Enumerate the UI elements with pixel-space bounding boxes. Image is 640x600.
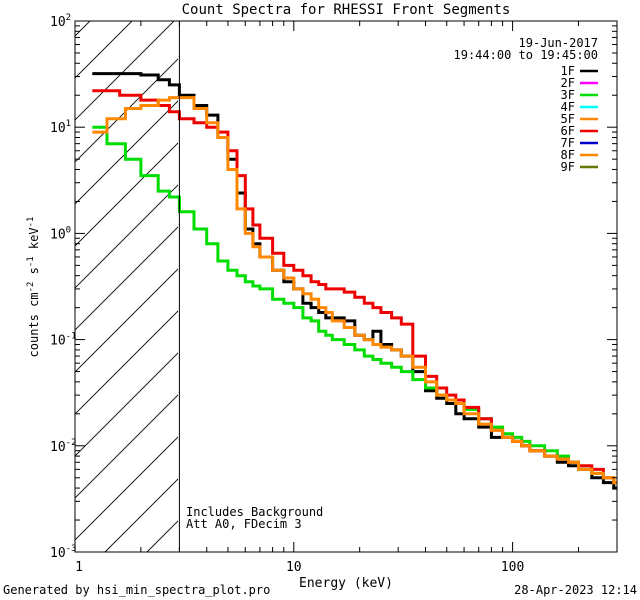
y-tick-label: 10-2 [50,438,77,455]
hatch-line [75,394,178,499]
chart-title: Count Spectra for RHESSI Front Segments [182,2,511,18]
hatch-line [75,184,178,289]
y-axis-label-part: s [27,267,41,281]
legend-label-8F: 8F [561,148,575,162]
x-tick-label: 10 [286,560,302,575]
legend-label-1F: 1F [561,64,575,78]
series-3F-line [92,125,617,485]
y-tick-labels: 102 101 100 10-1 10-2 10-3 [50,13,77,561]
hatch-line [75,100,178,205]
annotation-background: Includes Background [186,505,323,519]
series-1F-line [92,72,617,490]
y-axis-label-exp: -2 [26,282,36,293]
legend-label-6F: 6F [561,124,575,138]
y-axis-label-part: keV [27,227,41,256]
y-axis-label-exp: -1 [26,217,36,228]
series-8F-line [92,96,617,485]
y-axis-label-exp: -1 [26,256,36,267]
legend-label-5F: 5F [561,112,575,126]
legend-label-2F: 2F [561,76,575,90]
axis-ticks [74,20,618,553]
legend-time-range: 19:44:00 to 19:45:00 [454,48,599,62]
x-tick-label: 100 [501,560,524,575]
hatch-line [75,310,178,415]
y-tick-label: 100 [50,225,71,242]
hatch-line [75,21,133,79]
legend-date: 19-Jun-2017 [519,36,598,50]
plot-frame [74,20,618,553]
hatch-line [75,352,178,457]
hatch-line [75,268,178,373]
y-tick-label: 10-3 [50,544,77,561]
y-axis-label-part: counts cm [27,292,41,357]
x-axis-label: Energy (keV) [299,576,393,591]
y-axis-label: counts cm-2 s-1 keV-1 [26,217,41,358]
footer-timestamp: 28-Apr-2023 12:14 [514,583,637,597]
y-tick-label: 10-1 [50,332,77,349]
legend-label-9F: 9F [561,160,575,174]
y-tick-label: 102 [50,13,71,30]
legend-label-7F: 7F [561,136,575,150]
annotation-attenuator: Att A0, FDecim 3 [186,517,302,531]
legend-label-3F: 3F [561,88,575,102]
hatch-line [75,436,178,541]
x-tick-labels: 10 100 1 [75,560,524,575]
hatch-line [75,142,178,247]
y-tick-label: 101 [50,119,71,136]
hatch-line [75,226,178,331]
hatched-region [0,0,178,552]
footer-generated-by: Generated by hsi_min_spectra_plot.pro [3,583,270,597]
hatch-line [0,0,117,552]
legend-label-4F: 4F [561,100,575,114]
series-group [92,72,617,490]
hatch-line [75,21,175,121]
x-tick-label: 1 [75,560,83,575]
